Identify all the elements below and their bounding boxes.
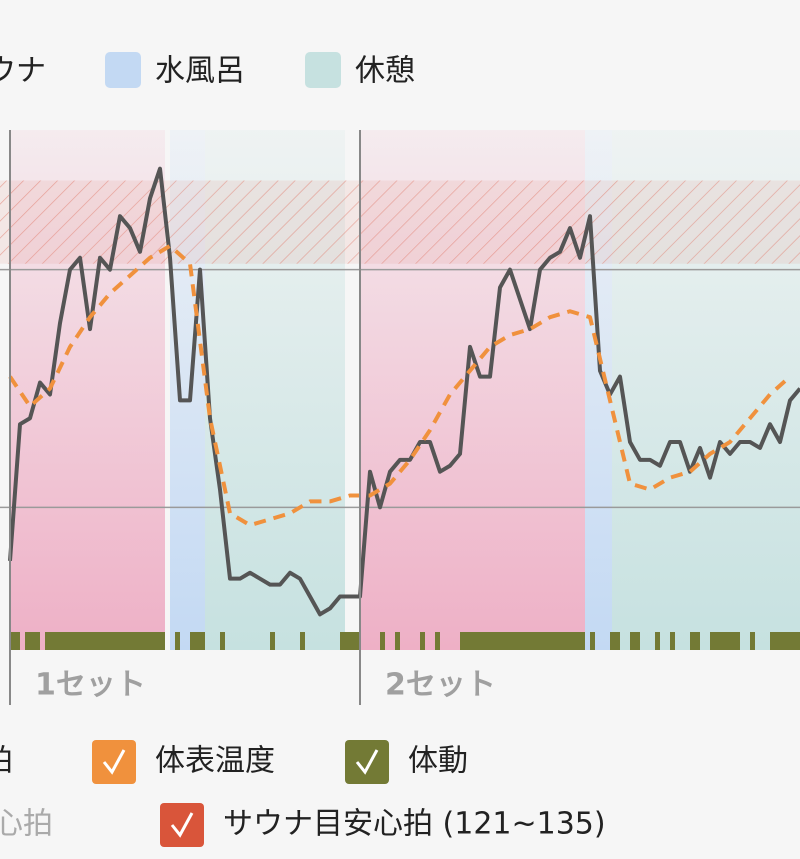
legend-toggle[interactable]: 体表温度 [92, 740, 275, 784]
movement-bar [690, 632, 700, 650]
movement-bar [270, 632, 275, 650]
legend-label: 休憩 [355, 54, 415, 89]
legend-toggle[interactable]: 心拍 [0, 740, 13, 784]
toggle-label: 心拍 [0, 744, 13, 779]
movement-bar [770, 632, 800, 650]
movement-bar [45, 632, 165, 650]
movement-bar [630, 632, 640, 650]
checkmark [102, 749, 126, 775]
movement-bar [300, 632, 305, 650]
movement-bar [220, 632, 225, 650]
legend-swatch [305, 52, 341, 88]
set-label: 2セット [385, 668, 496, 703]
movement-bar [460, 632, 585, 650]
checkbox [160, 803, 204, 847]
toggle-label: 体動 [408, 744, 468, 779]
movement-bar [710, 632, 740, 650]
movement-bar [10, 632, 20, 650]
series-line [8, 243, 792, 528]
set-label: 1セット [35, 668, 146, 703]
series-line [8, 166, 800, 617]
movement-bar [750, 632, 755, 650]
movement-bar [190, 632, 205, 650]
target-band-hatch [0, 180, 800, 264]
checkbox [92, 740, 136, 784]
legend-label: サウナ [0, 54, 46, 89]
movement-bar [175, 632, 180, 650]
movement-bar [655, 632, 660, 650]
movement-bar [25, 632, 40, 650]
legend-toggle[interactable]: 体動 [345, 740, 468, 784]
legend-swatch [105, 52, 141, 88]
checkmark [170, 812, 194, 838]
legend-toggle[interactable]: サウナ目安心拍 (121~135) [160, 803, 606, 847]
movement-bar [340, 632, 360, 650]
movement-bar [380, 632, 385, 650]
legend-toggle[interactable]: 安静心拍 [0, 803, 53, 847]
checkbox [345, 740, 389, 784]
movement-bar [670, 632, 675, 650]
movement-bar [395, 632, 400, 650]
toggle-label: サウナ目安心拍 (121~135) [223, 807, 606, 842]
checkmark [355, 749, 379, 775]
movement-bar [610, 632, 620, 650]
movement-bar [590, 632, 595, 650]
legend-label: 水風呂 [155, 54, 245, 89]
toggle-label: 安静心拍 [0, 807, 53, 842]
toggle-label: 体表温度 [155, 744, 275, 779]
movement-bar [435, 632, 440, 650]
movement-bar [420, 632, 425, 650]
